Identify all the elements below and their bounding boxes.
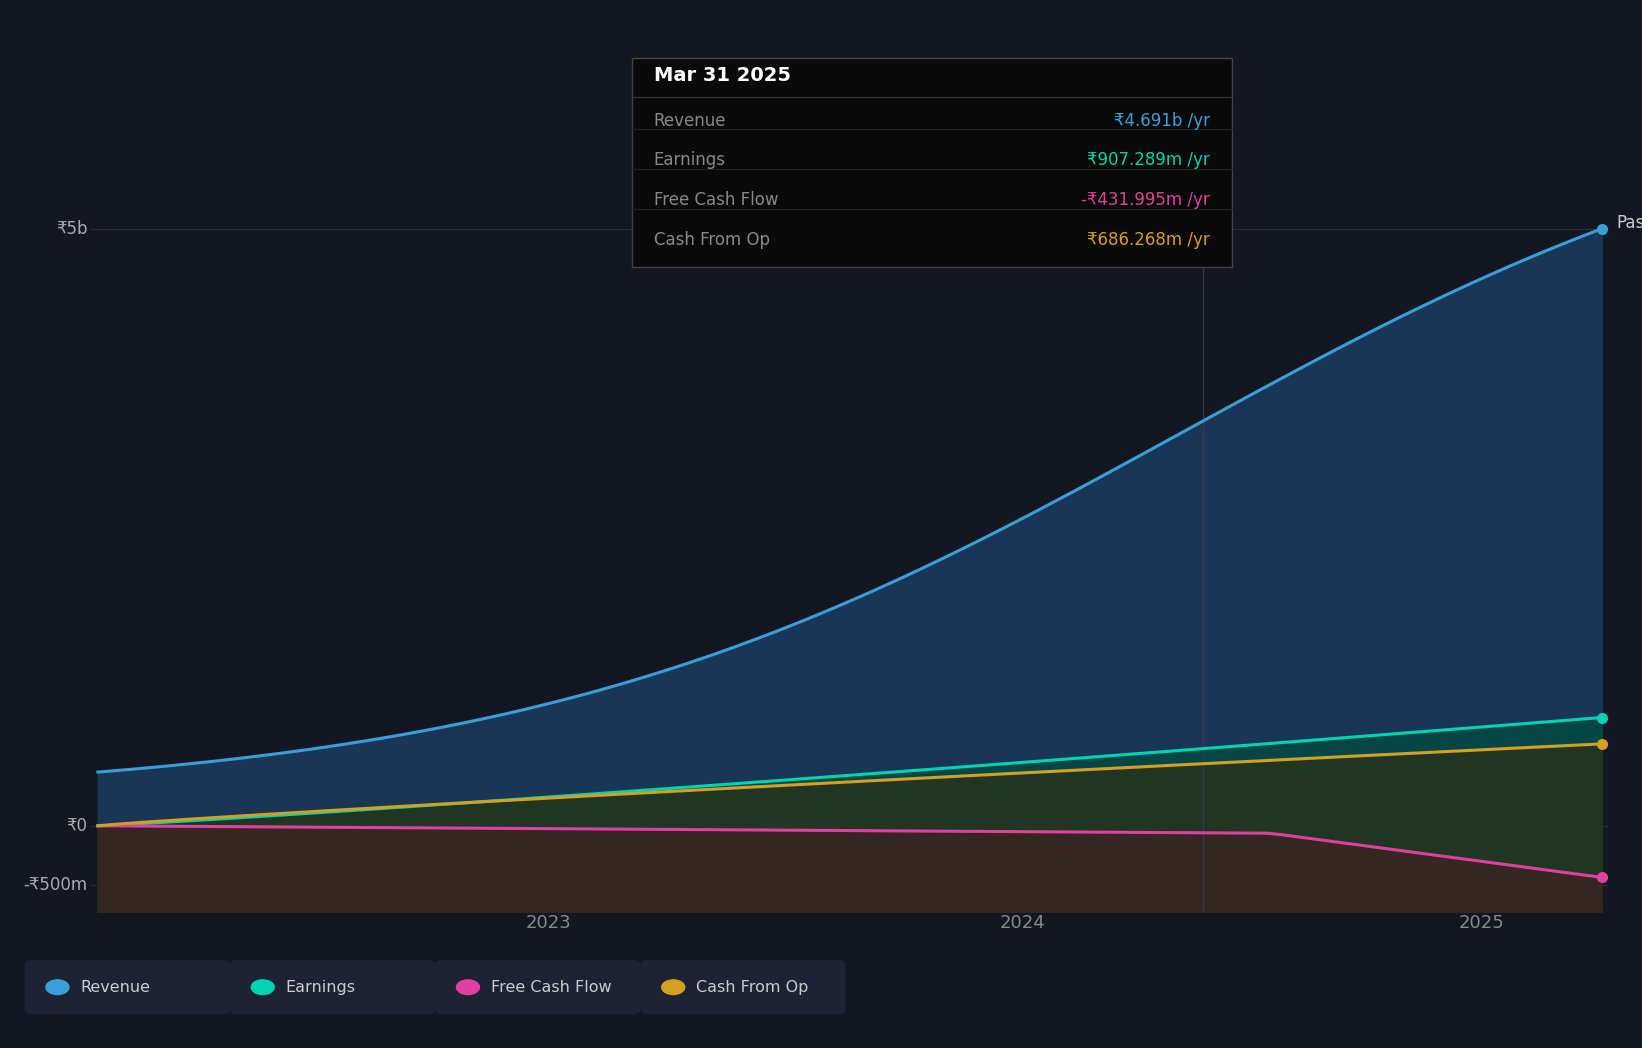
- Text: -₹431.995m /yr: -₹431.995m /yr: [1082, 191, 1210, 210]
- Text: Earnings: Earnings: [654, 151, 726, 170]
- Text: Free Cash Flow: Free Cash Flow: [491, 980, 611, 995]
- Text: ₹5b: ₹5b: [56, 220, 87, 238]
- Text: ₹686.268m /yr: ₹686.268m /yr: [1087, 231, 1210, 249]
- Text: ₹4.691b /yr: ₹4.691b /yr: [1115, 111, 1210, 130]
- Text: Free Cash Flow: Free Cash Flow: [654, 191, 778, 210]
- Text: 2025: 2025: [1458, 914, 1504, 932]
- Text: Cash From Op: Cash From Op: [654, 231, 770, 249]
- Text: ₹907.289m /yr: ₹907.289m /yr: [1087, 151, 1210, 170]
- Text: Past: Past: [1617, 214, 1642, 232]
- Text: Earnings: Earnings: [286, 980, 356, 995]
- Text: 2023: 2023: [525, 914, 571, 932]
- Text: Revenue: Revenue: [654, 111, 726, 130]
- Text: ₹0: ₹0: [66, 816, 87, 835]
- Text: -₹500m: -₹500m: [23, 876, 87, 895]
- Text: Cash From Op: Cash From Op: [696, 980, 808, 995]
- Text: Mar 31 2025: Mar 31 2025: [654, 66, 790, 85]
- Text: Revenue: Revenue: [80, 980, 151, 995]
- Text: 2024: 2024: [1000, 914, 1046, 932]
